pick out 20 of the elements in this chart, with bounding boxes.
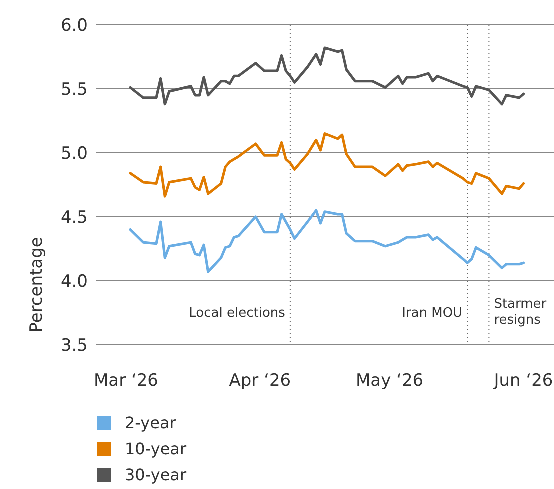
- x-tick-label: Jun ‘26: [493, 371, 554, 391]
- y-tick-label: 4.5: [60, 208, 88, 228]
- line-series: [129, 132, 526, 198]
- ref-line-label: Local elections: [189, 306, 286, 321]
- x-tick-label: May ‘26: [356, 371, 424, 391]
- legend-label: 10-year: [125, 440, 187, 459]
- ref-line-label: Iran MOU: [402, 306, 463, 321]
- y-tick-label: 3.5: [60, 336, 88, 356]
- line-series: [129, 46, 526, 106]
- legend-label: 2-year: [125, 414, 177, 433]
- y-tick-label: 5.5: [60, 80, 88, 100]
- y-tick-label: 6.0: [60, 16, 88, 36]
- y-tick-label: 4.0: [60, 272, 88, 292]
- legend-label: 30-year: [125, 466, 187, 485]
- line-series: [129, 209, 526, 274]
- y-tick-label: 5.0: [60, 144, 88, 164]
- ref-line-label: Starmer resigns: [494, 297, 548, 328]
- x-tick-label: Mar ‘26: [94, 371, 159, 391]
- y-axis-title: Percentage: [27, 237, 47, 333]
- x-tick-label: Apr ‘26: [229, 371, 292, 391]
